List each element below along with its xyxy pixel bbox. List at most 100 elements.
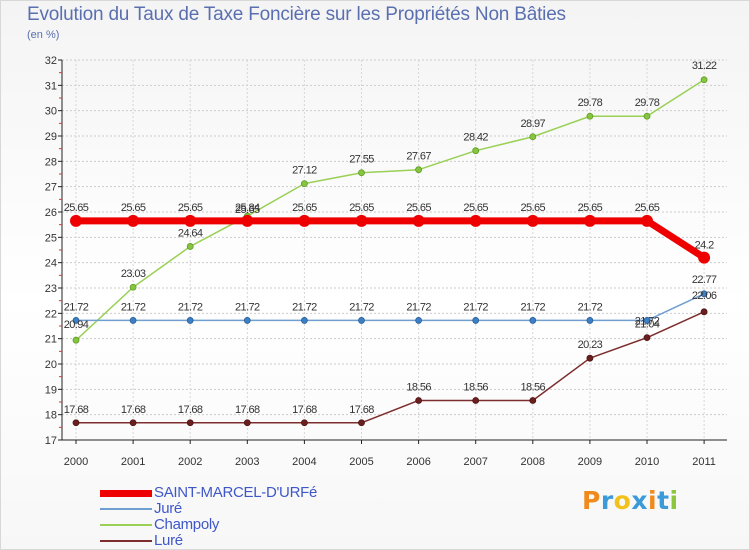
data-point xyxy=(300,419,308,427)
x-tick-label: 2011 xyxy=(692,456,716,468)
y-tick-label: 22 xyxy=(45,308,57,320)
data-point xyxy=(358,419,365,427)
data-point xyxy=(586,354,594,362)
data-point xyxy=(129,419,137,427)
legend-label: Luré xyxy=(154,532,183,549)
data-label: 25.65 xyxy=(64,202,89,214)
y-tick-label: 25 xyxy=(45,232,57,244)
data-label: 17.68 xyxy=(235,404,260,416)
data-point xyxy=(243,419,251,427)
proxiti-logo: Proxiti xyxy=(582,486,679,515)
x-tick-label: 2001 xyxy=(121,456,145,468)
data-label: 21.72 xyxy=(349,301,374,313)
data-label: 28.97 xyxy=(521,118,546,130)
data-label: 25.65 xyxy=(178,202,203,214)
brand-letter: t xyxy=(657,486,670,515)
data-point xyxy=(529,133,537,141)
data-point xyxy=(300,180,308,188)
data-point xyxy=(529,397,537,404)
y-tick-label: 23 xyxy=(45,283,57,295)
data-label: 22.06 xyxy=(692,290,717,302)
data-point xyxy=(700,308,708,316)
data-point xyxy=(529,317,537,324)
data-point xyxy=(186,243,194,250)
data-label: 25.84 xyxy=(235,202,260,214)
data-label: 20.94 xyxy=(64,319,89,331)
data-point xyxy=(70,214,82,227)
y-tick-label: 30 xyxy=(45,106,57,118)
data-point xyxy=(583,214,596,227)
data-point xyxy=(72,317,80,324)
x-tick-label: 2010 xyxy=(635,456,659,468)
y-tick-label: 19 xyxy=(45,384,57,396)
chart-title: Evolution du Taux de Taxe Foncière sur l… xyxy=(27,4,566,25)
data-label: 18.56 xyxy=(463,381,488,393)
data-point xyxy=(526,214,539,227)
data-label: 27.12 xyxy=(292,165,317,177)
data-point xyxy=(472,397,480,404)
data-label: 21.72 xyxy=(635,315,660,327)
y-tick-label: 27 xyxy=(45,182,57,194)
data-point xyxy=(184,214,197,227)
data-point xyxy=(243,317,251,324)
data-label: 25.65 xyxy=(292,202,317,214)
data-label: 24.2 xyxy=(695,240,714,252)
data-point xyxy=(358,169,365,177)
data-label: 17.68 xyxy=(349,404,374,416)
data-point xyxy=(358,317,365,324)
x-tick-label: 2004 xyxy=(292,456,316,468)
data-point xyxy=(127,214,140,227)
data-label: 21.72 xyxy=(521,301,546,313)
x-tick-label: 2006 xyxy=(406,456,430,468)
data-point xyxy=(643,334,651,342)
data-point xyxy=(241,214,254,227)
x-tick-label: 2002 xyxy=(178,456,202,468)
y-tick-label: 17 xyxy=(45,435,57,447)
data-point xyxy=(472,317,480,324)
x-tick-label: 2009 xyxy=(578,456,602,468)
data-label: 21.04 xyxy=(635,319,660,331)
data-label: 27.55 xyxy=(349,154,374,166)
y-tick-label: 24 xyxy=(45,258,57,270)
data-label: 21.72 xyxy=(235,301,260,313)
data-label: 21.72 xyxy=(578,301,603,313)
data-label: 22.77 xyxy=(692,274,717,286)
data-label: 31.22 xyxy=(692,60,717,72)
data-point xyxy=(186,317,194,324)
data-label: 20.23 xyxy=(578,339,603,351)
data-label: 25.65 xyxy=(521,202,546,214)
data-point xyxy=(698,251,711,264)
data-point xyxy=(472,147,480,155)
legend-label: Champoly xyxy=(154,516,220,533)
data-point xyxy=(586,317,594,324)
y-tick-label: 20 xyxy=(45,359,57,371)
data-label: 25.65 xyxy=(578,202,603,214)
data-label: 25.65 xyxy=(235,204,260,216)
data-label: 28.42 xyxy=(463,132,488,144)
data-point xyxy=(298,214,311,227)
x-tick-label: 2005 xyxy=(349,456,373,468)
data-label: 21.72 xyxy=(292,301,317,313)
y-tick-label: 32 xyxy=(45,55,57,67)
y-tick-label: 31 xyxy=(45,80,57,92)
x-tick-label: 2003 xyxy=(235,456,259,468)
data-point xyxy=(469,214,482,227)
data-point xyxy=(72,336,80,344)
brand-letter: x xyxy=(631,486,648,515)
data-label: 25.65 xyxy=(121,202,146,214)
data-label: 27.67 xyxy=(406,151,431,163)
data-point xyxy=(643,112,651,120)
data-label: 18.56 xyxy=(521,381,546,393)
brand-letter: P xyxy=(582,486,601,515)
data-point xyxy=(412,214,425,227)
brand-letter: i xyxy=(669,486,679,515)
data-label: 23.03 xyxy=(121,268,146,280)
data-point xyxy=(72,419,80,427)
data-label: 21.72 xyxy=(121,301,146,313)
data-point xyxy=(586,112,594,120)
data-point xyxy=(641,214,653,227)
data-point xyxy=(643,317,651,324)
brand-letter: r xyxy=(600,486,614,515)
